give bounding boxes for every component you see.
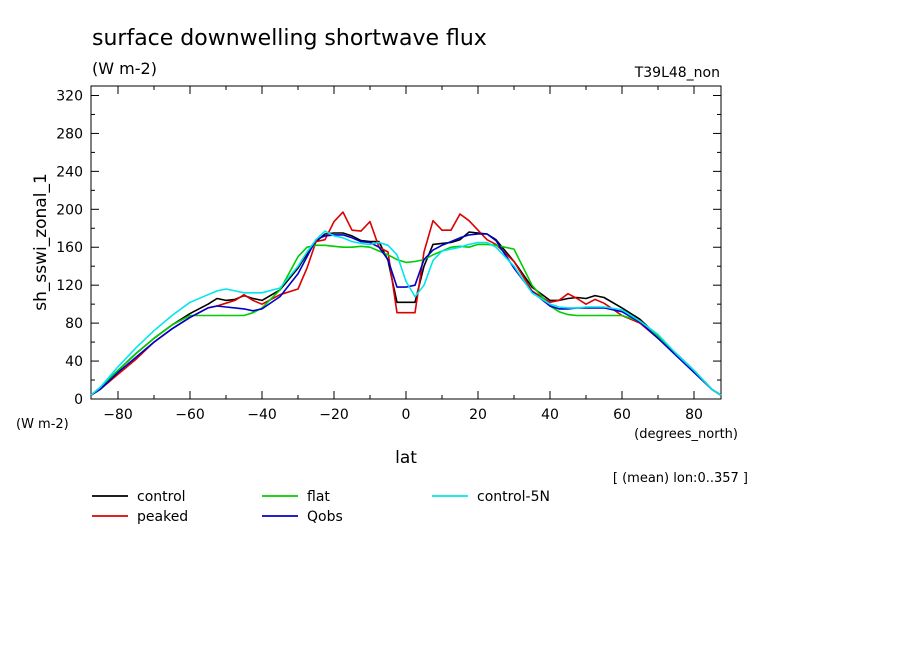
- footnote: [ (mean) lon:0..357 ]: [613, 471, 748, 486]
- y-tick-label: 240: [56, 164, 83, 180]
- chart-title: surface downwelling shortwave flux: [92, 26, 487, 51]
- legend-item: control-5N: [432, 489, 550, 505]
- x-tick-label: 40: [541, 407, 559, 423]
- x-tick-label: 60: [613, 407, 631, 423]
- x-tick-label: −80: [103, 407, 133, 423]
- y-tick-label: 0: [74, 392, 83, 408]
- y-tick-label: 320: [56, 88, 83, 104]
- series-line-control-5n: [90, 230, 722, 396]
- y-tick-label: 160: [56, 240, 83, 256]
- y-tick-label: 40: [65, 354, 83, 370]
- x-tick-label: 0: [402, 407, 411, 423]
- y-axis-label: sh_sswi_zonal_1: [31, 173, 51, 311]
- legend-label: flat: [307, 489, 330, 505]
- legend-label: control: [137, 489, 186, 505]
- run-label: T39L48_non: [634, 65, 720, 81]
- legend-item: flat: [262, 489, 330, 505]
- chart-subtitle: (W m-2): [92, 59, 157, 78]
- x-axis-label: lat: [395, 448, 417, 468]
- series-line-peaked: [90, 211, 722, 396]
- legend-label: peaked: [137, 509, 188, 525]
- plot-frame: [90, 85, 722, 400]
- plot-area: −80 −60 −40 −20 0 20 40 60 80 0 40 80 120 160 200 240 28…: [56, 85, 722, 423]
- x-tick-label: −60: [175, 407, 205, 423]
- legend-item: peaked: [92, 509, 188, 525]
- legend-label: control-5N: [477, 489, 550, 505]
- y-tick-label: 120: [56, 278, 83, 294]
- series-line-flat: [90, 243, 722, 396]
- y-tick-label: 200: [56, 202, 83, 218]
- legend: control peaked flat Qobs control-5N: [92, 489, 550, 525]
- legend-label: Qobs: [307, 509, 343, 525]
- x-tick-label: −40: [247, 407, 277, 423]
- y-tick-label: 280: [56, 126, 83, 142]
- series-line-control: [90, 231, 722, 396]
- x-tick-label: 80: [685, 407, 703, 423]
- y-tick-label: 80: [65, 316, 83, 332]
- legend-item: Qobs: [262, 509, 343, 525]
- x-tick-label: −20: [319, 407, 349, 423]
- x-units-label: (degrees_north): [634, 427, 738, 442]
- series-lines: [90, 211, 722, 396]
- y-units-label: (W m-2): [16, 417, 69, 432]
- axis-ticks: −80 −60 −40 −20 0 20 40 60 80 0 40 80 120 160 200 240 28…: [56, 86, 721, 423]
- x-tick-label: 20: [469, 407, 487, 423]
- series-line-qobs: [90, 233, 722, 396]
- legend-item: control: [92, 489, 186, 505]
